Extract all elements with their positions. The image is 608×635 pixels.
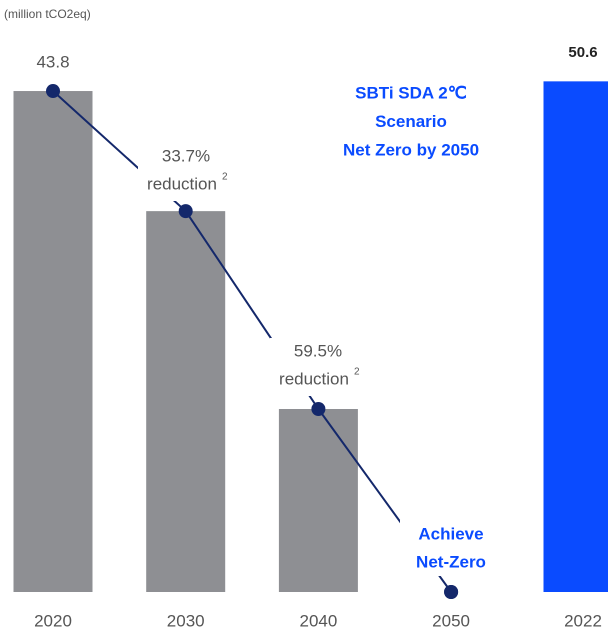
scenario-text: Scenario	[375, 112, 447, 131]
annotation-bg	[270, 338, 366, 396]
x-tick-label: 2022	[564, 611, 602, 630]
x-tick-label: 2050	[432, 611, 470, 630]
annotation: 59.5%	[294, 341, 342, 360]
annotation-sup: 2	[222, 172, 228, 183]
bar	[278, 409, 358, 592]
x-tick-label: 2020	[34, 611, 72, 630]
scenario-text: SBTi SDA 2℃	[355, 83, 467, 102]
bar	[146, 211, 226, 592]
goal-text: Achieve	[418, 524, 483, 543]
value-label: 43.8	[36, 52, 69, 71]
annotation-sup: 2	[354, 367, 360, 378]
x-tick-label: 2040	[299, 611, 337, 630]
annotation: reduction	[147, 174, 217, 193]
trend-dot	[46, 84, 60, 99]
bar	[13, 91, 93, 592]
goal-bg	[400, 520, 500, 576]
trend-dot	[178, 204, 193, 219]
annotation: reduction	[279, 369, 349, 388]
trend-line	[52, 90, 452, 593]
value-label: 50.6	[568, 44, 597, 61]
unit-label: (million tCO2eq)	[4, 7, 91, 21]
annotation-bg	[138, 143, 234, 201]
bar	[543, 81, 608, 592]
scenario-text: Net Zero by 2050	[343, 140, 479, 159]
trend-dot	[311, 402, 326, 416]
trend-dot	[444, 585, 459, 599]
annotation: 33.7%	[162, 146, 210, 165]
x-tick-label: 2030	[167, 611, 205, 630]
goal-text: Net-Zero	[416, 552, 486, 571]
